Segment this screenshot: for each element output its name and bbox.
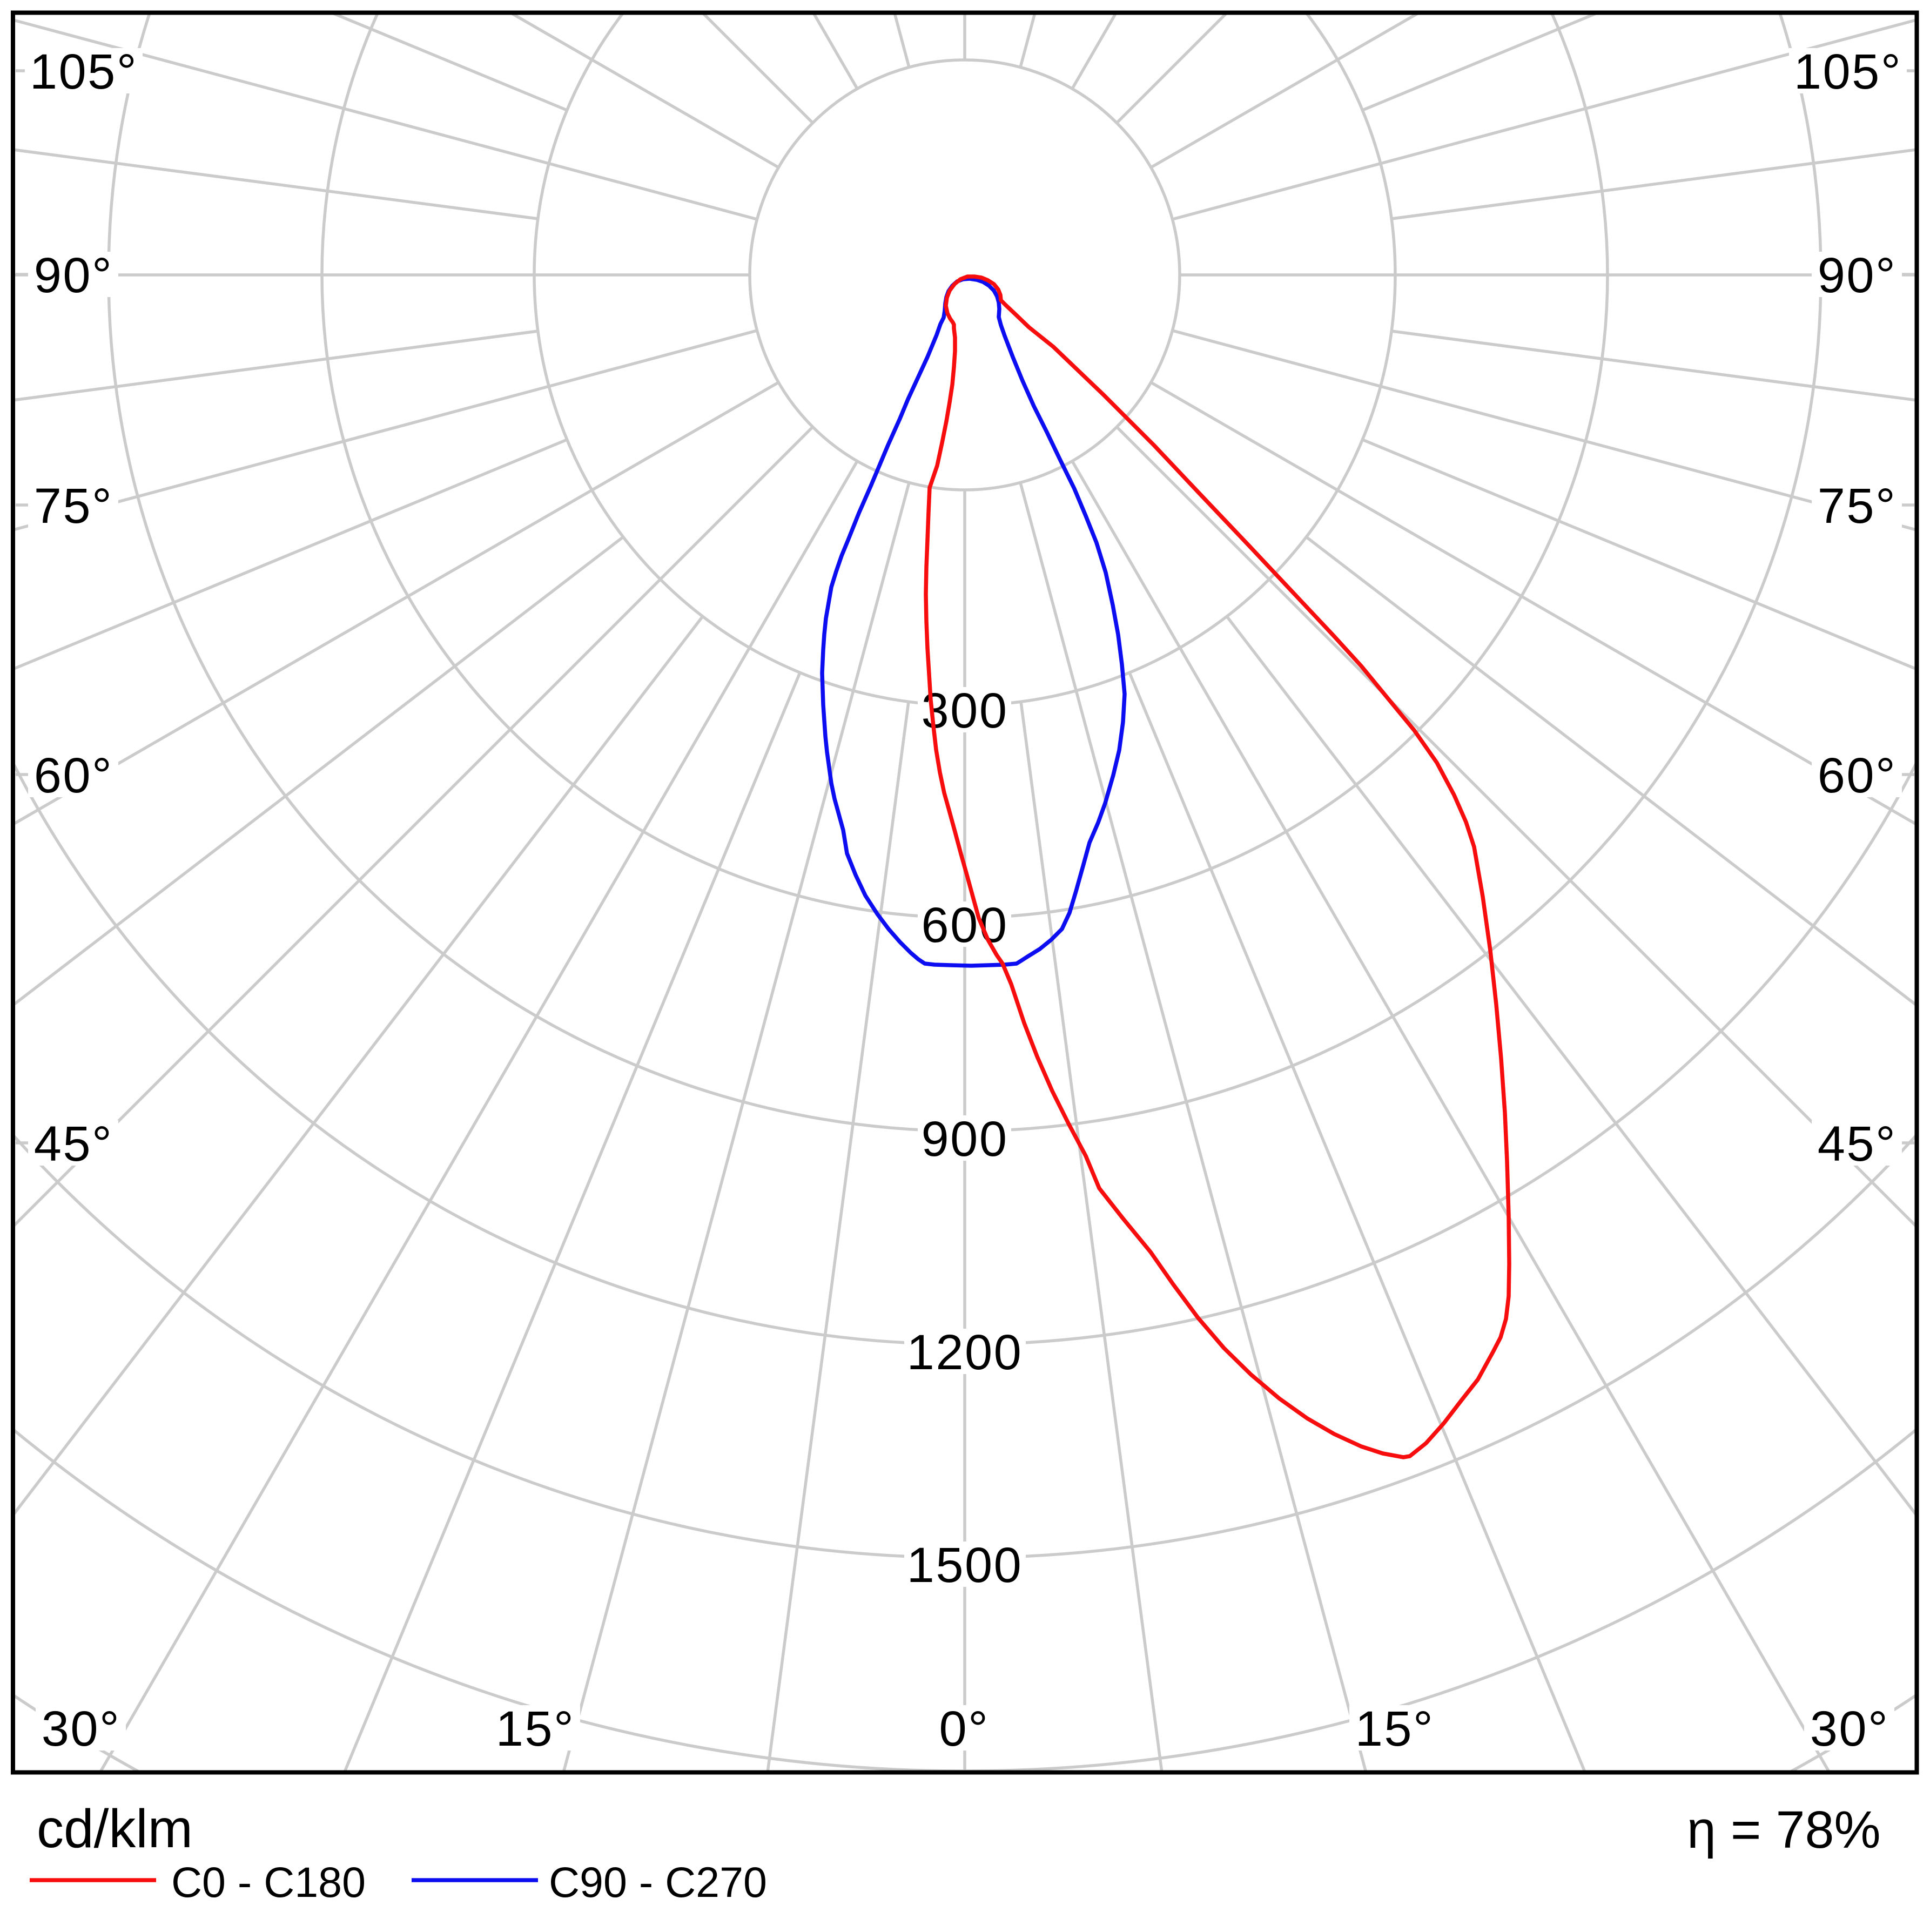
svg-text:60°: 60° bbox=[34, 748, 113, 803]
svg-text:75°: 75° bbox=[34, 479, 113, 534]
svg-text:1500: 1500 bbox=[907, 1538, 1023, 1593]
svg-text:η = 78%: η = 78% bbox=[1687, 1800, 1881, 1859]
svg-text:30°: 30° bbox=[1810, 1701, 1889, 1756]
svg-text:C0 - C180: C0 - C180 bbox=[171, 1858, 366, 1906]
svg-text:105°: 105° bbox=[30, 44, 138, 99]
svg-text:90°: 90° bbox=[1818, 248, 1897, 303]
svg-text:30°: 30° bbox=[42, 1701, 121, 1756]
svg-text:1200: 1200 bbox=[907, 1325, 1023, 1380]
svg-text:900: 900 bbox=[922, 1112, 1008, 1167]
svg-text:15°: 15° bbox=[496, 1701, 575, 1756]
svg-text:90°: 90° bbox=[34, 248, 113, 303]
svg-text:45°: 45° bbox=[34, 1116, 113, 1172]
svg-text:600: 600 bbox=[922, 898, 1008, 953]
svg-text:cd/klm: cd/klm bbox=[37, 1799, 193, 1859]
svg-text:C90 - C270: C90 - C270 bbox=[549, 1858, 767, 1906]
svg-text:105°: 105° bbox=[1794, 44, 1902, 99]
svg-text:60°: 60° bbox=[1818, 748, 1897, 803]
svg-text:15°: 15° bbox=[1355, 1701, 1435, 1756]
svg-text:75°: 75° bbox=[1818, 479, 1897, 534]
svg-text:45°: 45° bbox=[1818, 1116, 1897, 1172]
svg-text:0°: 0° bbox=[939, 1701, 990, 1756]
